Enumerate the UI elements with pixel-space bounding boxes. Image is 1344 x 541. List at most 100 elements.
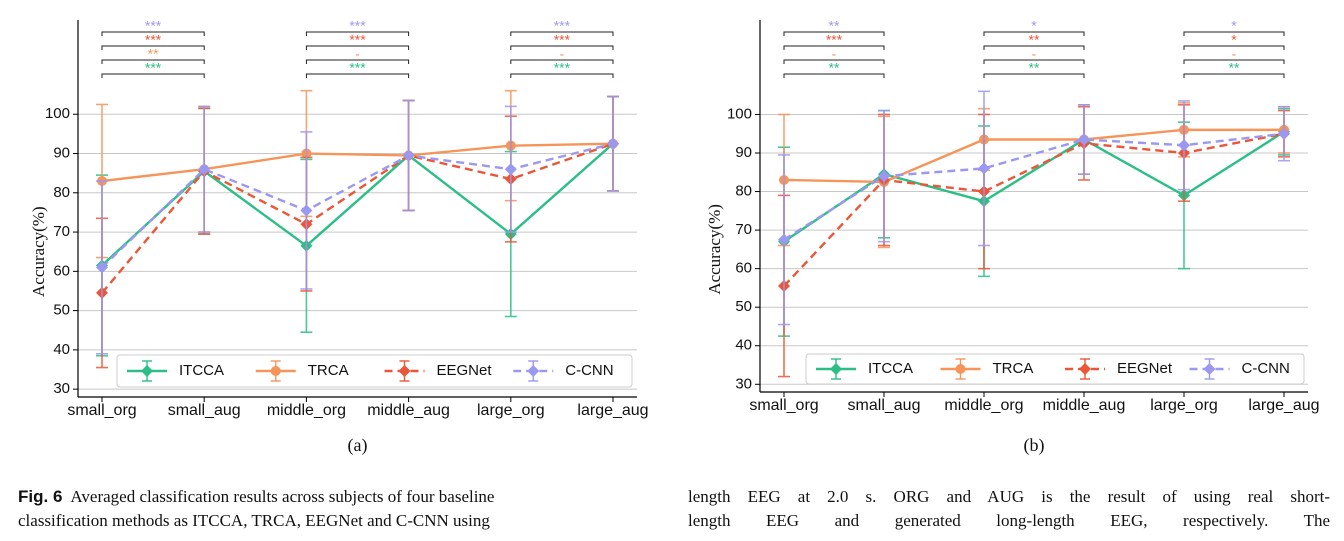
significance-bracket [510,59,614,64]
data-point [778,233,790,246]
y-axis-title: Accuracy(%) [705,204,724,295]
legend-marker [527,365,540,377]
x-tick-label: middle_org [267,402,346,419]
caption-text: Averaged classification results across s… [70,487,495,506]
legend-marker [955,364,966,374]
caption-line: length EEG and generated long-length EEG… [688,511,1330,530]
significance-label: * [1231,18,1237,34]
x-tick-label: middle_org [944,397,1023,414]
significance-bracket [101,31,205,36]
significance-label: *** [145,32,162,48]
x-tick-label: middle_aug [367,402,450,419]
significance-label: ** [829,60,840,76]
significance-bracket [1183,31,1285,36]
legend-label: TRCA [993,360,1034,377]
y-tick-label: 100 [727,105,752,122]
data-point [607,137,619,150]
significance-bracket [305,59,410,64]
significance-bracket [101,73,205,78]
y-tick-label: 60 [735,260,752,277]
significance-bracket [783,45,885,50]
series-line [783,130,1285,243]
significance-label: *** [826,32,843,48]
x-tick-label: small_org [67,402,136,419]
data-point [1278,127,1290,140]
significance-label: *** [554,18,571,34]
legend-marker [830,363,842,375]
series-line [101,142,614,183]
significance-bracket [1183,59,1285,64]
figure: 30 40 50 60 70 80 90 100 Accuracy(%) small_org sma… [29,18,1320,456]
caption-line: length EEG at 2.0 s. ORG and AUG is the … [688,487,1330,506]
legend-marker [1203,363,1216,375]
data-point [402,149,415,162]
significance-label: *** [349,60,366,76]
series-line [101,142,614,294]
significance-label: - [832,46,837,62]
panel-label: (a) [348,435,368,456]
legend-marker [141,365,153,377]
x-tick-label: middle_aug [1043,397,1126,414]
y-tick-label: 40 [53,341,70,358]
legend-marker [1079,363,1091,375]
significance-bracket [101,45,205,50]
x-tick-label: large_org [477,402,545,419]
significance-bracket [783,31,885,36]
significance-bracket [305,45,410,50]
significance-label: ** [829,18,840,34]
caption-line: classification methods as ITCCA, TRCA, E… [18,511,490,530]
significance-bracket [1183,73,1285,78]
data-point [1078,133,1090,146]
significance-label: ** [1029,32,1040,48]
x-tick-label: small_aug [848,397,921,414]
x-tick-label: large_aug [577,402,648,419]
significance-label: * [1031,18,1037,34]
significance-label: - [1032,46,1037,62]
significance-label: *** [554,60,571,76]
x-tick-label: large_aug [1248,397,1319,414]
significance-label: *** [145,60,162,76]
y-tick-label: 50 [735,298,752,315]
significance-label: *** [349,32,366,48]
y-tick-label: 70 [53,223,70,240]
legend-marker [270,366,281,376]
significance-bracket [510,31,614,36]
significance-label: - [355,46,360,62]
data-point [978,162,990,175]
legend-label: EEGNet [1117,360,1173,377]
legend-label: C-CNN [565,362,613,379]
legend-box [805,353,1305,385]
data-point [1178,139,1190,152]
caption-left: Fig. 6 Averaged classification results ac… [18,485,494,533]
significance-bracket [510,45,614,50]
y-tick-label: 30 [735,375,752,392]
data-point [198,163,211,176]
data-point [504,163,517,176]
significance-bracket [783,59,885,64]
significance-bracket [510,73,614,78]
significance-bracket [983,31,1085,36]
significance-bracket [783,73,885,78]
significance-label: *** [145,18,162,34]
legend-label: EEGNet [437,362,493,379]
y-axis-title: Accuracy(%) [29,206,48,297]
y-tick-label: 100 [45,105,70,122]
y-tick-label: 30 [53,380,70,397]
significance-bracket [983,45,1085,50]
legend-label: ITCCA [868,360,913,377]
series-line [101,142,614,269]
significance-label: * [1231,32,1237,48]
legend-marker [398,365,411,377]
panel-label: (b) [1024,435,1045,456]
significance-bracket [305,31,410,36]
series-line [783,132,1285,287]
y-tick-label: 80 [53,184,70,201]
significance-label: ** [1029,60,1040,76]
legend-box [116,354,633,388]
significance-label: *** [554,32,571,48]
legend-label: C-CNN [1242,360,1290,377]
y-tick-label: 50 [53,302,70,319]
caption-line: Fig. 6 Averaged classification results ac… [18,485,494,509]
significance-label: - [1232,46,1237,62]
